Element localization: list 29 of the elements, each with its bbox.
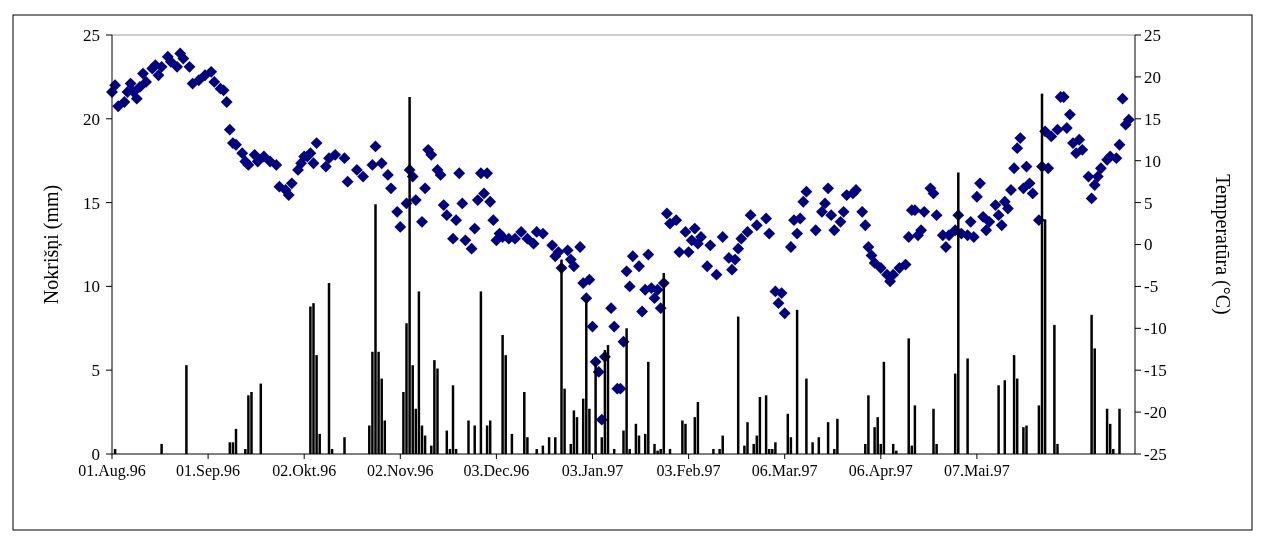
y-tick-label: 5	[91, 361, 100, 381]
y2-tick-label: 0	[1144, 235, 1153, 255]
y2-tick-label: -20	[1144, 403, 1167, 423]
y2-tick-label: 25	[1144, 25, 1161, 45]
y-tick-label: 0	[91, 444, 100, 464]
x-tick-label: 03.Dec.96	[463, 462, 530, 479]
y2-tick-label: -25	[1144, 444, 1167, 464]
x-tick-label: 01.Sep.96	[176, 462, 241, 480]
y-tick-label: 15	[83, 193, 100, 213]
y-tick-label: 20	[83, 109, 100, 129]
y2-tick-label: 10	[1144, 151, 1161, 171]
y2-tick-label: -5	[1144, 277, 1159, 297]
y-axis-title: Nokrišņi (mm)	[40, 184, 63, 305]
x-tick-label: 02.Okt.96	[272, 462, 337, 479]
x-tick-label: 03.Feb.97	[656, 462, 721, 479]
y-tick-label: 25	[83, 25, 100, 45]
y2-tick-label: 5	[1144, 193, 1153, 213]
y-tick-label: 10	[83, 277, 100, 297]
x-tick-label: 06.Mar.97	[751, 462, 818, 479]
y2-axis-title: Temperatūra (°C)	[1211, 174, 1234, 315]
x-tick-label: 01.Aug.96	[78, 462, 146, 480]
x-tick-label: 07.Mai.97	[944, 462, 1010, 479]
y2-tick-label: 20	[1144, 67, 1161, 87]
y2-tick-label: -15	[1144, 361, 1167, 381]
y2-tick-label: 15	[1144, 109, 1161, 129]
x-tick-label: 06.Apr.97	[848, 462, 913, 480]
y2-tick-label: -10	[1144, 319, 1167, 339]
x-tick-label: 03.Jan.97	[561, 462, 624, 479]
x-tick-label: 02.Nov.96	[367, 462, 434, 479]
